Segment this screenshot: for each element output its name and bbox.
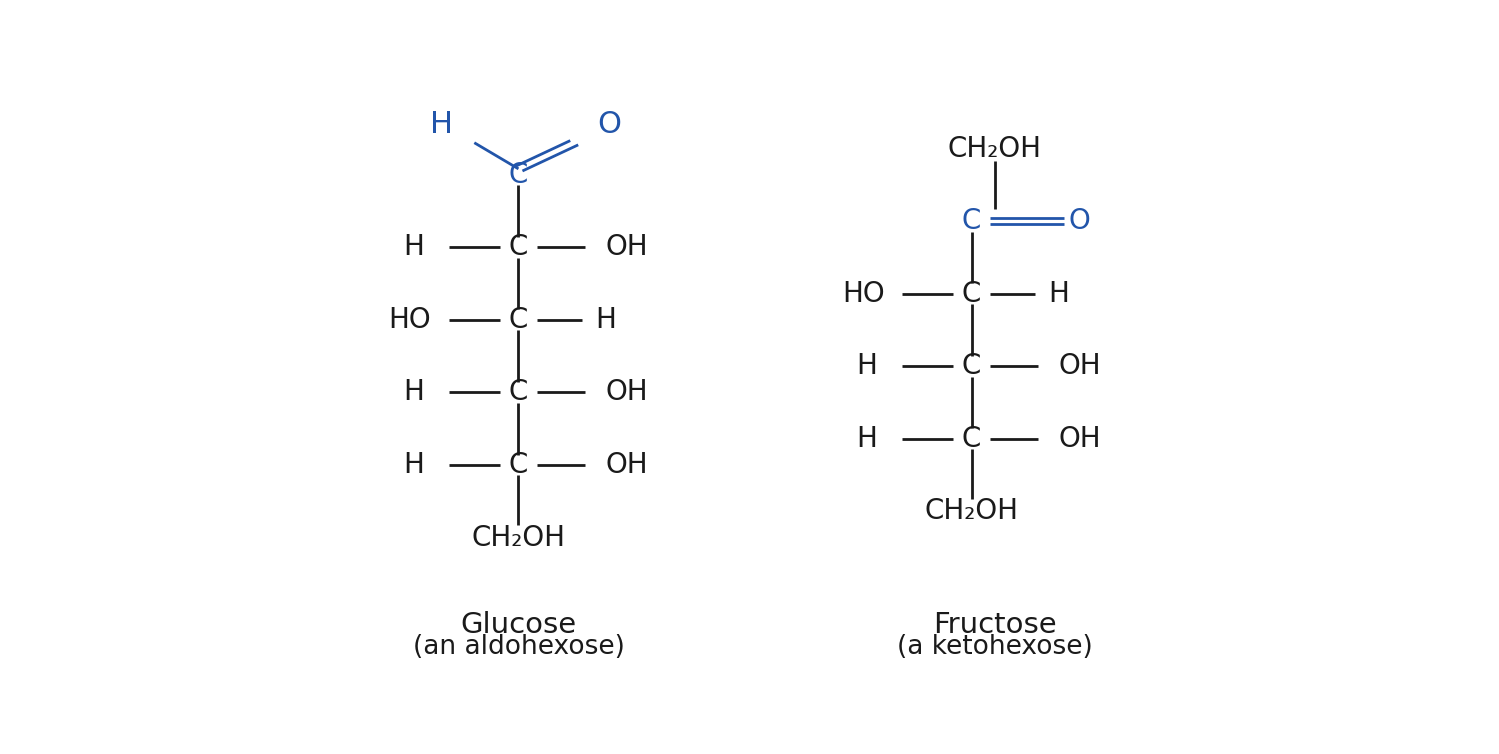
Text: C: C <box>508 451 528 479</box>
Text: H: H <box>595 306 616 334</box>
Text: CH₂OH: CH₂OH <box>472 523 565 551</box>
Text: H: H <box>856 425 877 453</box>
Text: H: H <box>403 379 424 406</box>
Text: OH: OH <box>1058 352 1102 380</box>
Text: OH: OH <box>1058 425 1102 453</box>
Text: O: O <box>597 109 621 139</box>
Text: HO: HO <box>388 306 432 334</box>
Text: H: H <box>1048 280 1069 308</box>
Text: OH: OH <box>606 451 648 479</box>
Text: H: H <box>856 352 877 380</box>
Text: OH: OH <box>606 379 648 406</box>
Text: H: H <box>403 233 424 261</box>
Text: C: C <box>962 207 982 235</box>
Text: C: C <box>508 306 528 334</box>
Text: CH₂OH: CH₂OH <box>947 134 1042 163</box>
Text: C: C <box>508 379 528 406</box>
Text: OH: OH <box>606 233 648 261</box>
Text: CH₂OH: CH₂OH <box>925 498 1018 526</box>
Text: C: C <box>962 425 982 453</box>
Text: H: H <box>430 109 453 139</box>
Text: O: O <box>1069 207 1090 235</box>
Text: Glucose: Glucose <box>460 611 577 639</box>
Text: C: C <box>508 161 528 188</box>
Text: C: C <box>962 352 982 380</box>
Text: (an aldohexose): (an aldohexose) <box>412 633 625 660</box>
Text: Fructose: Fructose <box>932 611 1057 639</box>
Text: HO: HO <box>842 280 884 308</box>
Text: (a ketohexose): (a ketohexose) <box>896 633 1093 660</box>
Text: C: C <box>962 280 982 308</box>
Text: C: C <box>508 233 528 261</box>
Text: H: H <box>403 451 424 479</box>
